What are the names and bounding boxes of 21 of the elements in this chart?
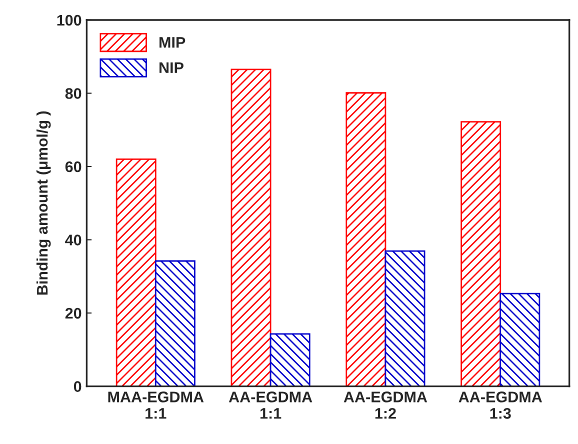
bar	[154, 260, 196, 386]
y-tick-label: 100	[57, 14, 82, 26]
x-tick-label: AA-EGDMA 1:1	[228, 392, 312, 419]
y-tick-label: 60	[65, 161, 82, 172]
x-tick-label: AA-EGDMA 1:2	[344, 392, 428, 419]
bar	[384, 250, 426, 386]
legend-label: NIP	[160, 62, 184, 73]
bar	[270, 333, 310, 386]
bar	[500, 292, 540, 386]
y-tick-label: 40	[65, 234, 82, 246]
legend-label: MIP	[160, 37, 186, 48]
bar	[460, 121, 502, 386]
x-tick-label: AA-EGDMA 1:3	[458, 392, 542, 419]
y-tick-label: 20	[65, 308, 82, 319]
bar	[116, 158, 156, 386]
bar	[346, 92, 386, 386]
bar	[230, 68, 272, 386]
y-tick-label: 0	[74, 381, 82, 392]
x-tick-label: MAA-EGDMA 1:1	[108, 392, 204, 419]
y-tick-label: 80	[65, 88, 82, 99]
y-axis-title: Binding amount (μmol/g )	[36, 111, 51, 295]
